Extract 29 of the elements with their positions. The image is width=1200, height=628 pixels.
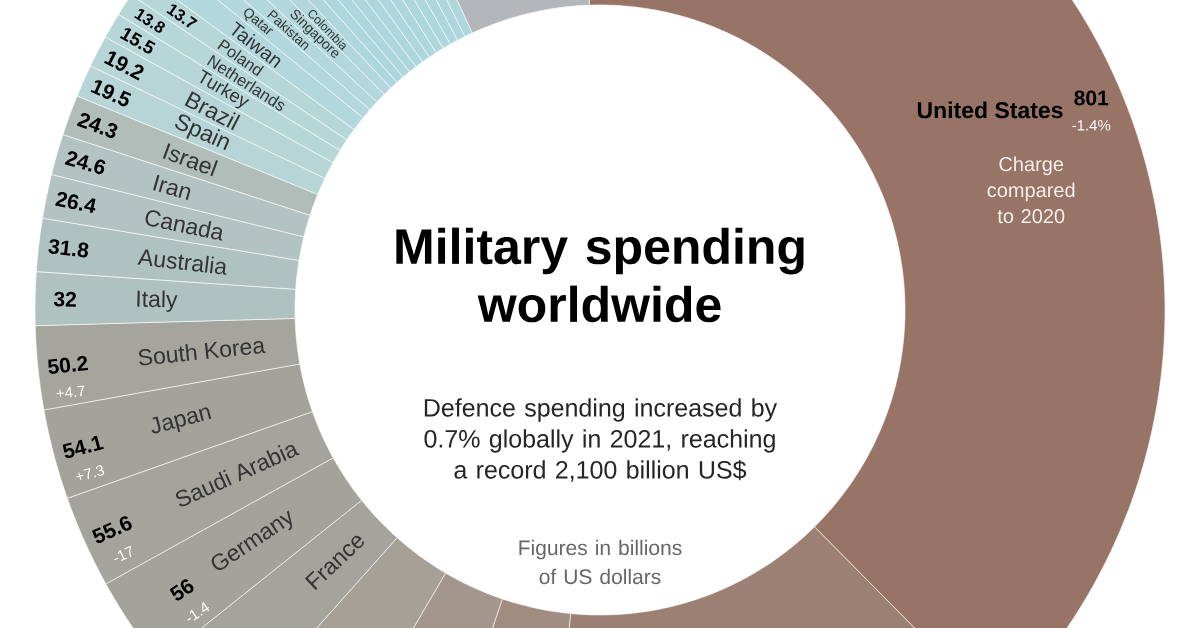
- slice-label: Australia: [137, 249, 227, 275]
- text: -17: [114, 545, 132, 562]
- slice-label: Japan: [151, 407, 212, 434]
- data-label: 32: [53, 291, 76, 307]
- text: +4.7: [56, 385, 85, 398]
- data-label: 56: [169, 579, 194, 601]
- slice-label: Iran: [153, 174, 191, 200]
- text: -1.4: [187, 602, 210, 621]
- data-label: 13.7: [166, 4, 198, 28]
- data-label: 54.1: [62, 435, 104, 459]
- data-label: 50.2: [48, 355, 89, 374]
- data-label: 801: [1074, 90, 1109, 106]
- data-label: 24.3: [76, 112, 118, 138]
- text: Figures in billions of US dollars: [519, 539, 682, 585]
- data-label: 55.6: [91, 516, 132, 544]
- text: Military spending worldwide: [396, 227, 804, 323]
- data-label: 31.8: [48, 239, 89, 258]
- text: Defence spending increased by 0.7% globally in 2021, reaching a record 2,100 billion US$: [424, 398, 778, 482]
- slice-label: Saudi Arabia: [175, 444, 300, 507]
- text: +7.3: [76, 465, 105, 480]
- text: Charge compared to 2020: [987, 156, 1075, 224]
- data-label: 19.5: [90, 80, 132, 107]
- slice-label: United States: [917, 101, 1063, 119]
- slice-label: South Korea: [139, 341, 266, 366]
- slice-label: Italy: [137, 290, 178, 312]
- data-label: 24.6: [64, 151, 106, 175]
- data-label: 26.4: [55, 191, 96, 214]
- slice-label: Canada: [145, 210, 223, 241]
- text: -1.4%: [1072, 120, 1111, 131]
